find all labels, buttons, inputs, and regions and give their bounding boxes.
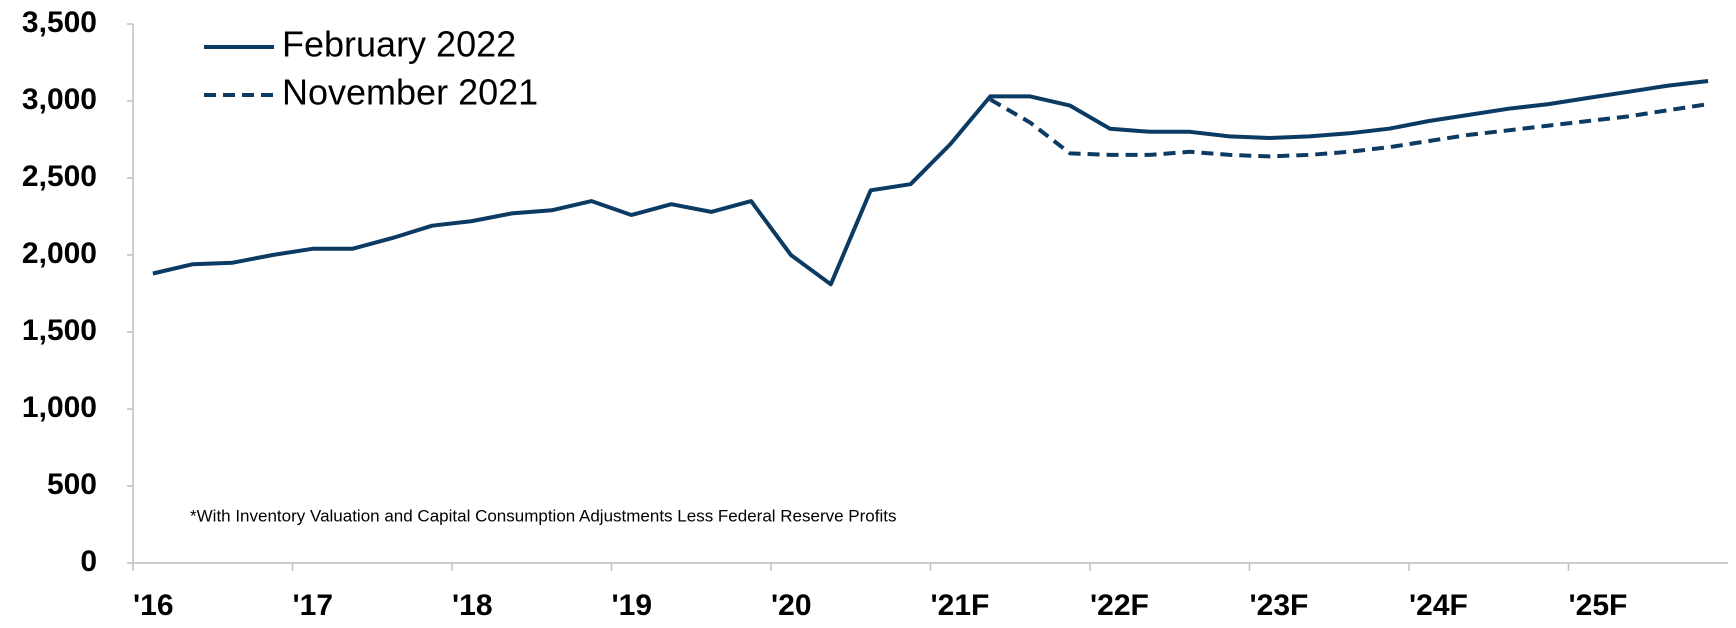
x-tick-label: '23F bbox=[1250, 589, 1309, 622]
y-tick-label: 3,000 bbox=[22, 83, 97, 116]
y-tick-label: 1,500 bbox=[22, 314, 97, 347]
legend-label: February 2022 bbox=[282, 24, 516, 65]
x-tick-label: '24F bbox=[1409, 589, 1468, 622]
y-tick-label: 1,000 bbox=[22, 391, 97, 424]
line-series bbox=[989, 97, 1709, 159]
y-tick-label: 2,000 bbox=[22, 237, 97, 270]
y-tick-label: 500 bbox=[47, 468, 97, 501]
x-tick-label: '22F bbox=[1090, 589, 1149, 622]
y-tick-label: 3,500 bbox=[22, 6, 97, 39]
x-tick-label: '16 bbox=[133, 589, 174, 622]
legend-label: November 2021 bbox=[282, 72, 538, 113]
x-tick-label: '25F bbox=[1569, 589, 1628, 622]
x-tick-label: '21F bbox=[931, 589, 990, 622]
footnote: *With Inventory Valuation and Capital Co… bbox=[190, 506, 896, 525]
x-tick-label: '17 bbox=[293, 589, 334, 622]
line-series bbox=[152, 79, 1709, 287]
y-tick-label: 2,500 bbox=[22, 160, 97, 193]
x-tick-label: '18 bbox=[452, 589, 493, 622]
x-tick-label: '20 bbox=[771, 589, 812, 622]
y-tick-label: 0 bbox=[80, 545, 97, 578]
x-tick-label: '19 bbox=[612, 589, 653, 622]
